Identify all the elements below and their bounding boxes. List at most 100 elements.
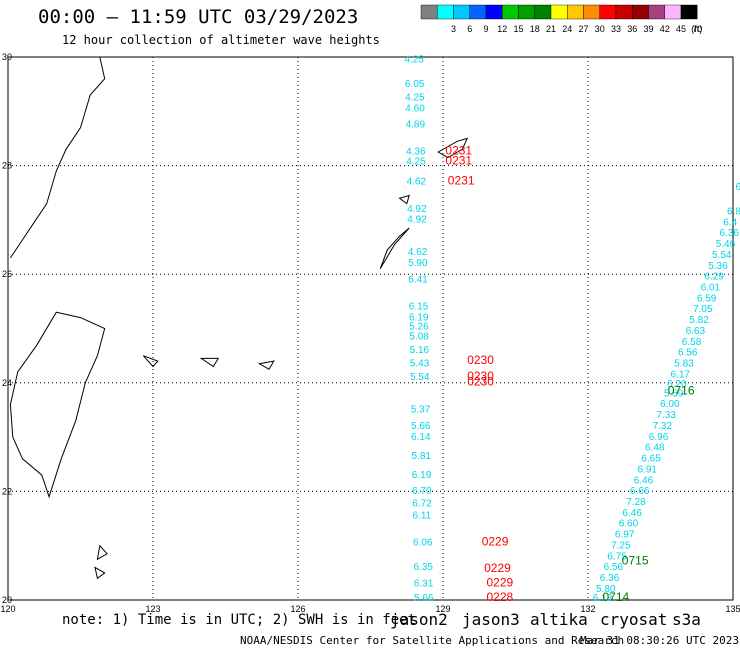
wave-height-label: 6.20 [667, 379, 687, 390]
longitude-label: 129 [435, 604, 450, 614]
wave-height-label: 6.41 [408, 274, 428, 285]
wave-height-label: 5.59 [664, 388, 684, 399]
wave-height-label: 5.16 [410, 345, 430, 356]
pass-time-label: 0230 [467, 375, 494, 389]
wave-height-label: 4.62 [408, 247, 428, 258]
longitude-label: 126 [290, 604, 305, 614]
wave-height-label: 5.54 [712, 250, 732, 261]
generation-timestamp: Mar 31 08:30:26 UTC 2023 [580, 634, 739, 647]
footer-note: note: 1) Time is in UTC; 2) SWH is in fe… [62, 612, 417, 628]
map-title: 00:00 – 11:59 UTC 03/29/2023 [38, 6, 359, 28]
wave-height-label: 6.72 [412, 499, 432, 510]
wave-height-label: 6.65 [641, 454, 661, 465]
wave-height-label: 6.17 [671, 369, 691, 380]
wave-height-label: 4.92 [407, 204, 427, 215]
wave-height-label: 5.54 [410, 372, 430, 383]
wave-height-label: 6.8 [727, 207, 740, 218]
legend-label: 24 [562, 24, 572, 34]
satellite-jason2-label: jason2 [390, 610, 448, 629]
wave-height-label: 6.19 [409, 312, 429, 323]
wave-height-label: 6.8 [736, 182, 740, 193]
wave-height-label: 6.96 [649, 432, 669, 443]
pass-time-label: 0230 [467, 353, 494, 367]
legend-label: 9 [483, 24, 488, 34]
wave-height-label: 6.11 [413, 511, 432, 522]
latitude-label: 28 [2, 161, 12, 171]
wave-height-label: 6.46 [634, 475, 654, 486]
legend-label: 36 [627, 24, 637, 34]
legend-label: 30 [595, 24, 605, 34]
wave-height-label: 6.48 [645, 443, 665, 454]
wave-height-label: 6.75 [607, 551, 627, 562]
pass-time-label: 0716 [668, 384, 695, 398]
island-outline [257, 360, 275, 370]
latitude-label: 24 [2, 378, 12, 388]
pass-time-label: 0229 [484, 561, 511, 575]
legend-label: 21 [546, 24, 556, 34]
legend-label: 33 [611, 24, 621, 34]
wave-height-label: 7.33 [656, 410, 676, 421]
pass-time-label: 0231 [445, 144, 472, 158]
satellite-cryosat-label: cryosat [600, 610, 668, 629]
taiwan-coastline [9, 311, 106, 499]
latitude-label: 26 [2, 269, 12, 279]
wave-height-label: 6.13 [593, 593, 613, 604]
mainland-coastline [9, 56, 106, 259]
wave-height-label: 6.46 [622, 508, 642, 519]
wave-height-label: 6.00 [660, 399, 680, 410]
legend-unit: (ft) [691, 24, 702, 34]
wave-height-label: 5.37 [411, 405, 431, 416]
legend-label: 15 [513, 24, 523, 34]
wave-height-label: 5.46 [716, 239, 736, 250]
wave-height-label: 4.36 [406, 147, 426, 158]
wave-height-label: 7.25 [611, 540, 631, 551]
map-subtitle: 12 hour collection of altimeter wave hei… [62, 33, 380, 47]
wave-height-label: 4.60 [405, 103, 425, 114]
longitude-label: 135 [725, 604, 740, 614]
wave-height-label: 5.36 [708, 261, 728, 272]
pass-time-label: 0230 [467, 369, 494, 383]
wave-height-label: 4.25 [405, 92, 425, 103]
wave-height-label: 6.29 [704, 272, 724, 283]
wave-height-label: 7.28 [626, 497, 646, 508]
legend-label: 6 [467, 24, 472, 34]
wave-height-label: 4.25 [406, 157, 426, 168]
wave-height-label: 6.4 [723, 217, 737, 228]
pass-time-label: 0229 [482, 535, 509, 549]
wave-height-label: 5.83 [674, 359, 694, 370]
wave-height-label: 6.15 [409, 302, 429, 313]
wave-height-label: 4.62 [407, 177, 427, 188]
legend-label: 39 [643, 24, 653, 34]
wave-height-label: 6.14 [411, 432, 431, 443]
pass-time-label: 0231 [448, 174, 475, 188]
wave-height-label: 5.08 [409, 331, 429, 342]
longitude-label: 120 [0, 604, 15, 614]
wave-height-label: 7.32 [653, 421, 673, 432]
wave-height-label: 5.66 [411, 421, 431, 432]
wave-height-label: 6.01 [701, 283, 721, 294]
longitude-label: 132 [580, 604, 595, 614]
wave-height-label: 6.60 [619, 519, 639, 530]
island-outline [142, 355, 159, 368]
wave-height-label: 6.59 [697, 293, 717, 304]
wave-height-label: 6.66 [630, 486, 650, 497]
wave-height-label: 6.56 [604, 562, 624, 573]
legend-label: 27 [578, 24, 588, 34]
wave-height-label: 6.31 [414, 578, 434, 589]
island-outline [199, 357, 220, 368]
wave-height-label: 6.06 [413, 538, 433, 549]
legend-label: 42 [660, 24, 670, 34]
latitude-label: 20 [2, 595, 12, 605]
wave-height-label: 6.70 [412, 486, 432, 497]
wave-height-label: 6.05 [405, 79, 425, 90]
island-outline [398, 194, 410, 205]
satellite-s3a-label: s3a [672, 610, 701, 629]
pass-time-label: 0229 [487, 575, 514, 589]
wave-height-label: 5.43 [410, 359, 430, 370]
legend-label: 18 [530, 24, 540, 34]
wave-height-label: 4.89 [406, 120, 426, 131]
satellite-altika-label: altika [530, 610, 588, 629]
wave-height-label: 4.92 [407, 215, 427, 226]
legend-label: 3 [451, 24, 456, 34]
